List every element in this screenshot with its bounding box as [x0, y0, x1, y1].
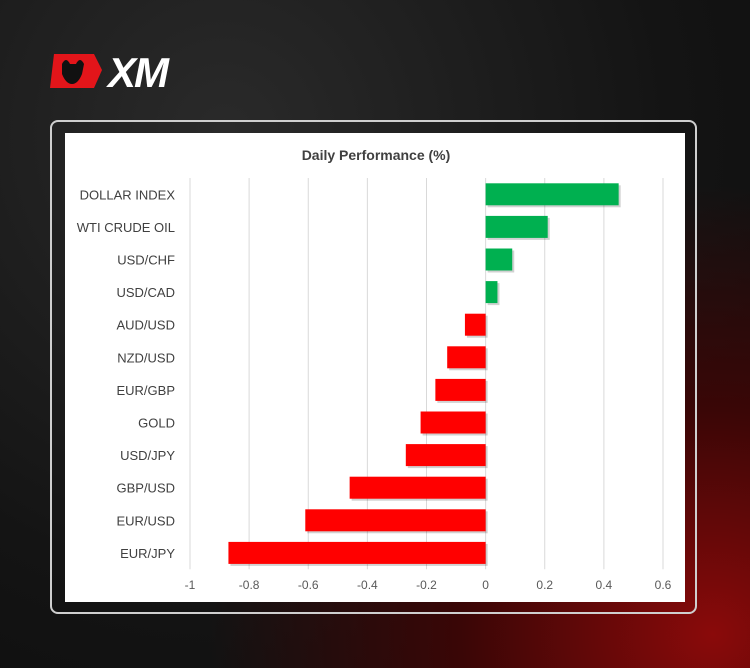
- category-label: WTI CRUDE OIL: [77, 220, 175, 235]
- chart-card: [50, 120, 697, 614]
- category-label: EUR/USD: [116, 513, 175, 528]
- category-label: GOLD: [138, 416, 175, 431]
- bar-eur-jpy: [228, 541, 486, 564]
- bar-dollar-index: [485, 183, 619, 206]
- category-label: USD/CHF: [117, 253, 175, 268]
- x-tick-label: -0.8: [239, 578, 260, 592]
- x-tick-label: -1: [185, 578, 196, 592]
- x-tick-label: 0.6: [655, 578, 672, 592]
- bar-usd-chf: [485, 248, 513, 271]
- x-tick-label: 0.2: [536, 578, 553, 592]
- x-tick-label: 0.4: [596, 578, 613, 592]
- chart-title: Daily Performance (%): [302, 147, 451, 163]
- bar-usd-jpy: [405, 444, 486, 467]
- category-label: EUR/JPY: [120, 546, 175, 561]
- x-tick-label: -0.2: [416, 578, 437, 592]
- chart-panel: Daily Performance (%) DOLLAR INDEX WTI CR…: [65, 133, 685, 602]
- category-label: EUR/GBP: [116, 383, 175, 398]
- bar-gbp-usd: [349, 476, 486, 499]
- category-label: AUD/USD: [116, 318, 175, 333]
- bar-nzd-usd: [447, 346, 486, 369]
- xm-logo: XM: [50, 50, 172, 92]
- category-label: GBP/USD: [116, 481, 175, 496]
- bar-wti-crude-oil: [485, 215, 548, 238]
- bar-usd-cad: [485, 281, 498, 304]
- bar-chart: Daily Performance (%) DOLLAR INDEX WTI CR…: [77, 147, 672, 592]
- bar-gold: [420, 411, 486, 434]
- category-label: DOLLAR INDEX: [80, 187, 176, 202]
- category-label: NZD/USD: [117, 350, 175, 365]
- bar-eur-usd: [305, 509, 486, 532]
- x-tick-label: -0.4: [357, 578, 378, 592]
- bar-aud-usd: [464, 313, 486, 336]
- category-label: USD/JPY: [120, 448, 175, 463]
- category-label: USD/CAD: [116, 285, 175, 300]
- svg-text:XM: XM: [106, 50, 170, 92]
- x-tick-label: -0.6: [298, 578, 319, 592]
- x-tick-label: 0: [482, 578, 489, 592]
- bar-eur-gbp: [435, 378, 486, 401]
